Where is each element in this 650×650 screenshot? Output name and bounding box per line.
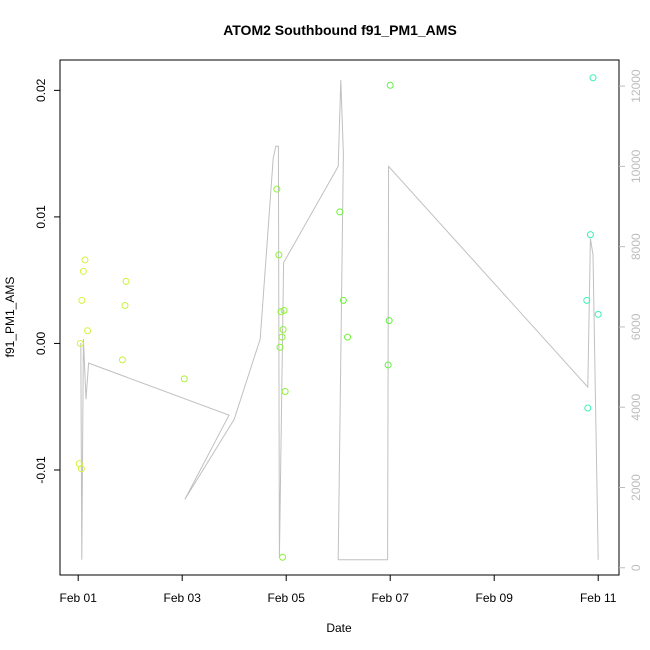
y-tick-label-1: 0.00 bbox=[34, 331, 48, 355]
y-axis: -0.01 0.00 0.01 0.02 bbox=[34, 78, 60, 484]
x-tick-label-1: Feb 03 bbox=[164, 591, 202, 605]
y2-tick-label-3: 6000 bbox=[629, 313, 643, 340]
data-point-21 bbox=[339, 296, 347, 304]
data-point-28 bbox=[586, 231, 594, 239]
y-tick-label-2: 0.01 bbox=[34, 205, 48, 229]
data-point-26 bbox=[583, 296, 591, 304]
data-point-5 bbox=[81, 256, 89, 264]
y2-tick-label-5: 10000 bbox=[629, 149, 643, 183]
chart-title: ATOM2 Southbound f91_PM1_AMS bbox=[223, 22, 457, 38]
y2-tick-label-6: 12000 bbox=[629, 69, 643, 103]
data-point-12 bbox=[275, 251, 283, 259]
data-point-17 bbox=[280, 307, 288, 315]
data-point-19 bbox=[279, 553, 287, 561]
y2-tick-label-1: 2000 bbox=[629, 474, 643, 501]
y-axis-label: f91_PM1_AMS bbox=[3, 277, 17, 358]
data-point-10 bbox=[180, 375, 188, 383]
data-point-8 bbox=[121, 301, 129, 309]
y2-tick-label-0: 0 bbox=[629, 564, 643, 571]
data-point-22 bbox=[344, 333, 352, 341]
y-tick-label-3: 0.02 bbox=[34, 78, 48, 102]
data-point-16 bbox=[279, 326, 287, 334]
y-tick-label-0: -0.01 bbox=[34, 456, 48, 484]
y2-tick-label-4: 8000 bbox=[629, 233, 643, 260]
x-tick-label-5: Feb 11 bbox=[580, 591, 617, 605]
data-point-6 bbox=[84, 327, 92, 335]
scatter-points bbox=[75, 74, 602, 561]
y2-series-line bbox=[80, 80, 599, 561]
data-point-1 bbox=[77, 465, 85, 473]
data-point-20 bbox=[336, 208, 344, 216]
data-point-7 bbox=[118, 356, 126, 364]
data-point-29 bbox=[589, 74, 597, 82]
data-point-4 bbox=[79, 267, 87, 275]
x-tick-label-0: Feb 01 bbox=[60, 591, 98, 605]
data-point-18 bbox=[281, 388, 289, 396]
data-point-11 bbox=[273, 185, 281, 193]
x-tick-label-4: Feb 09 bbox=[476, 591, 514, 605]
data-point-23 bbox=[384, 361, 392, 369]
data-point-3 bbox=[78, 296, 86, 304]
data-point-14 bbox=[277, 308, 285, 316]
data-point-24 bbox=[385, 317, 393, 325]
data-point-13 bbox=[276, 343, 284, 351]
y2-tick-label-2: 4000 bbox=[629, 394, 643, 421]
y2-line-path bbox=[80, 80, 599, 561]
x-tick-label-3: Feb 07 bbox=[372, 591, 410, 605]
plot-frame bbox=[59, 59, 620, 576]
data-point-9 bbox=[122, 277, 130, 285]
x-tick-label-2: Feb 05 bbox=[268, 591, 306, 605]
data-point-30 bbox=[594, 310, 602, 318]
x-axis: Feb 01 Feb 03 Feb 05 Feb 07 Feb 09 Feb 11 bbox=[60, 575, 617, 605]
data-point-25 bbox=[386, 81, 394, 89]
x-axis-label: Date bbox=[326, 621, 352, 635]
y2-axis: 0 2000 4000 6000 8000 10000 12000 bbox=[619, 69, 643, 571]
data-point-2 bbox=[76, 339, 84, 347]
data-point-27 bbox=[584, 404, 592, 412]
data-point-15 bbox=[278, 333, 286, 341]
